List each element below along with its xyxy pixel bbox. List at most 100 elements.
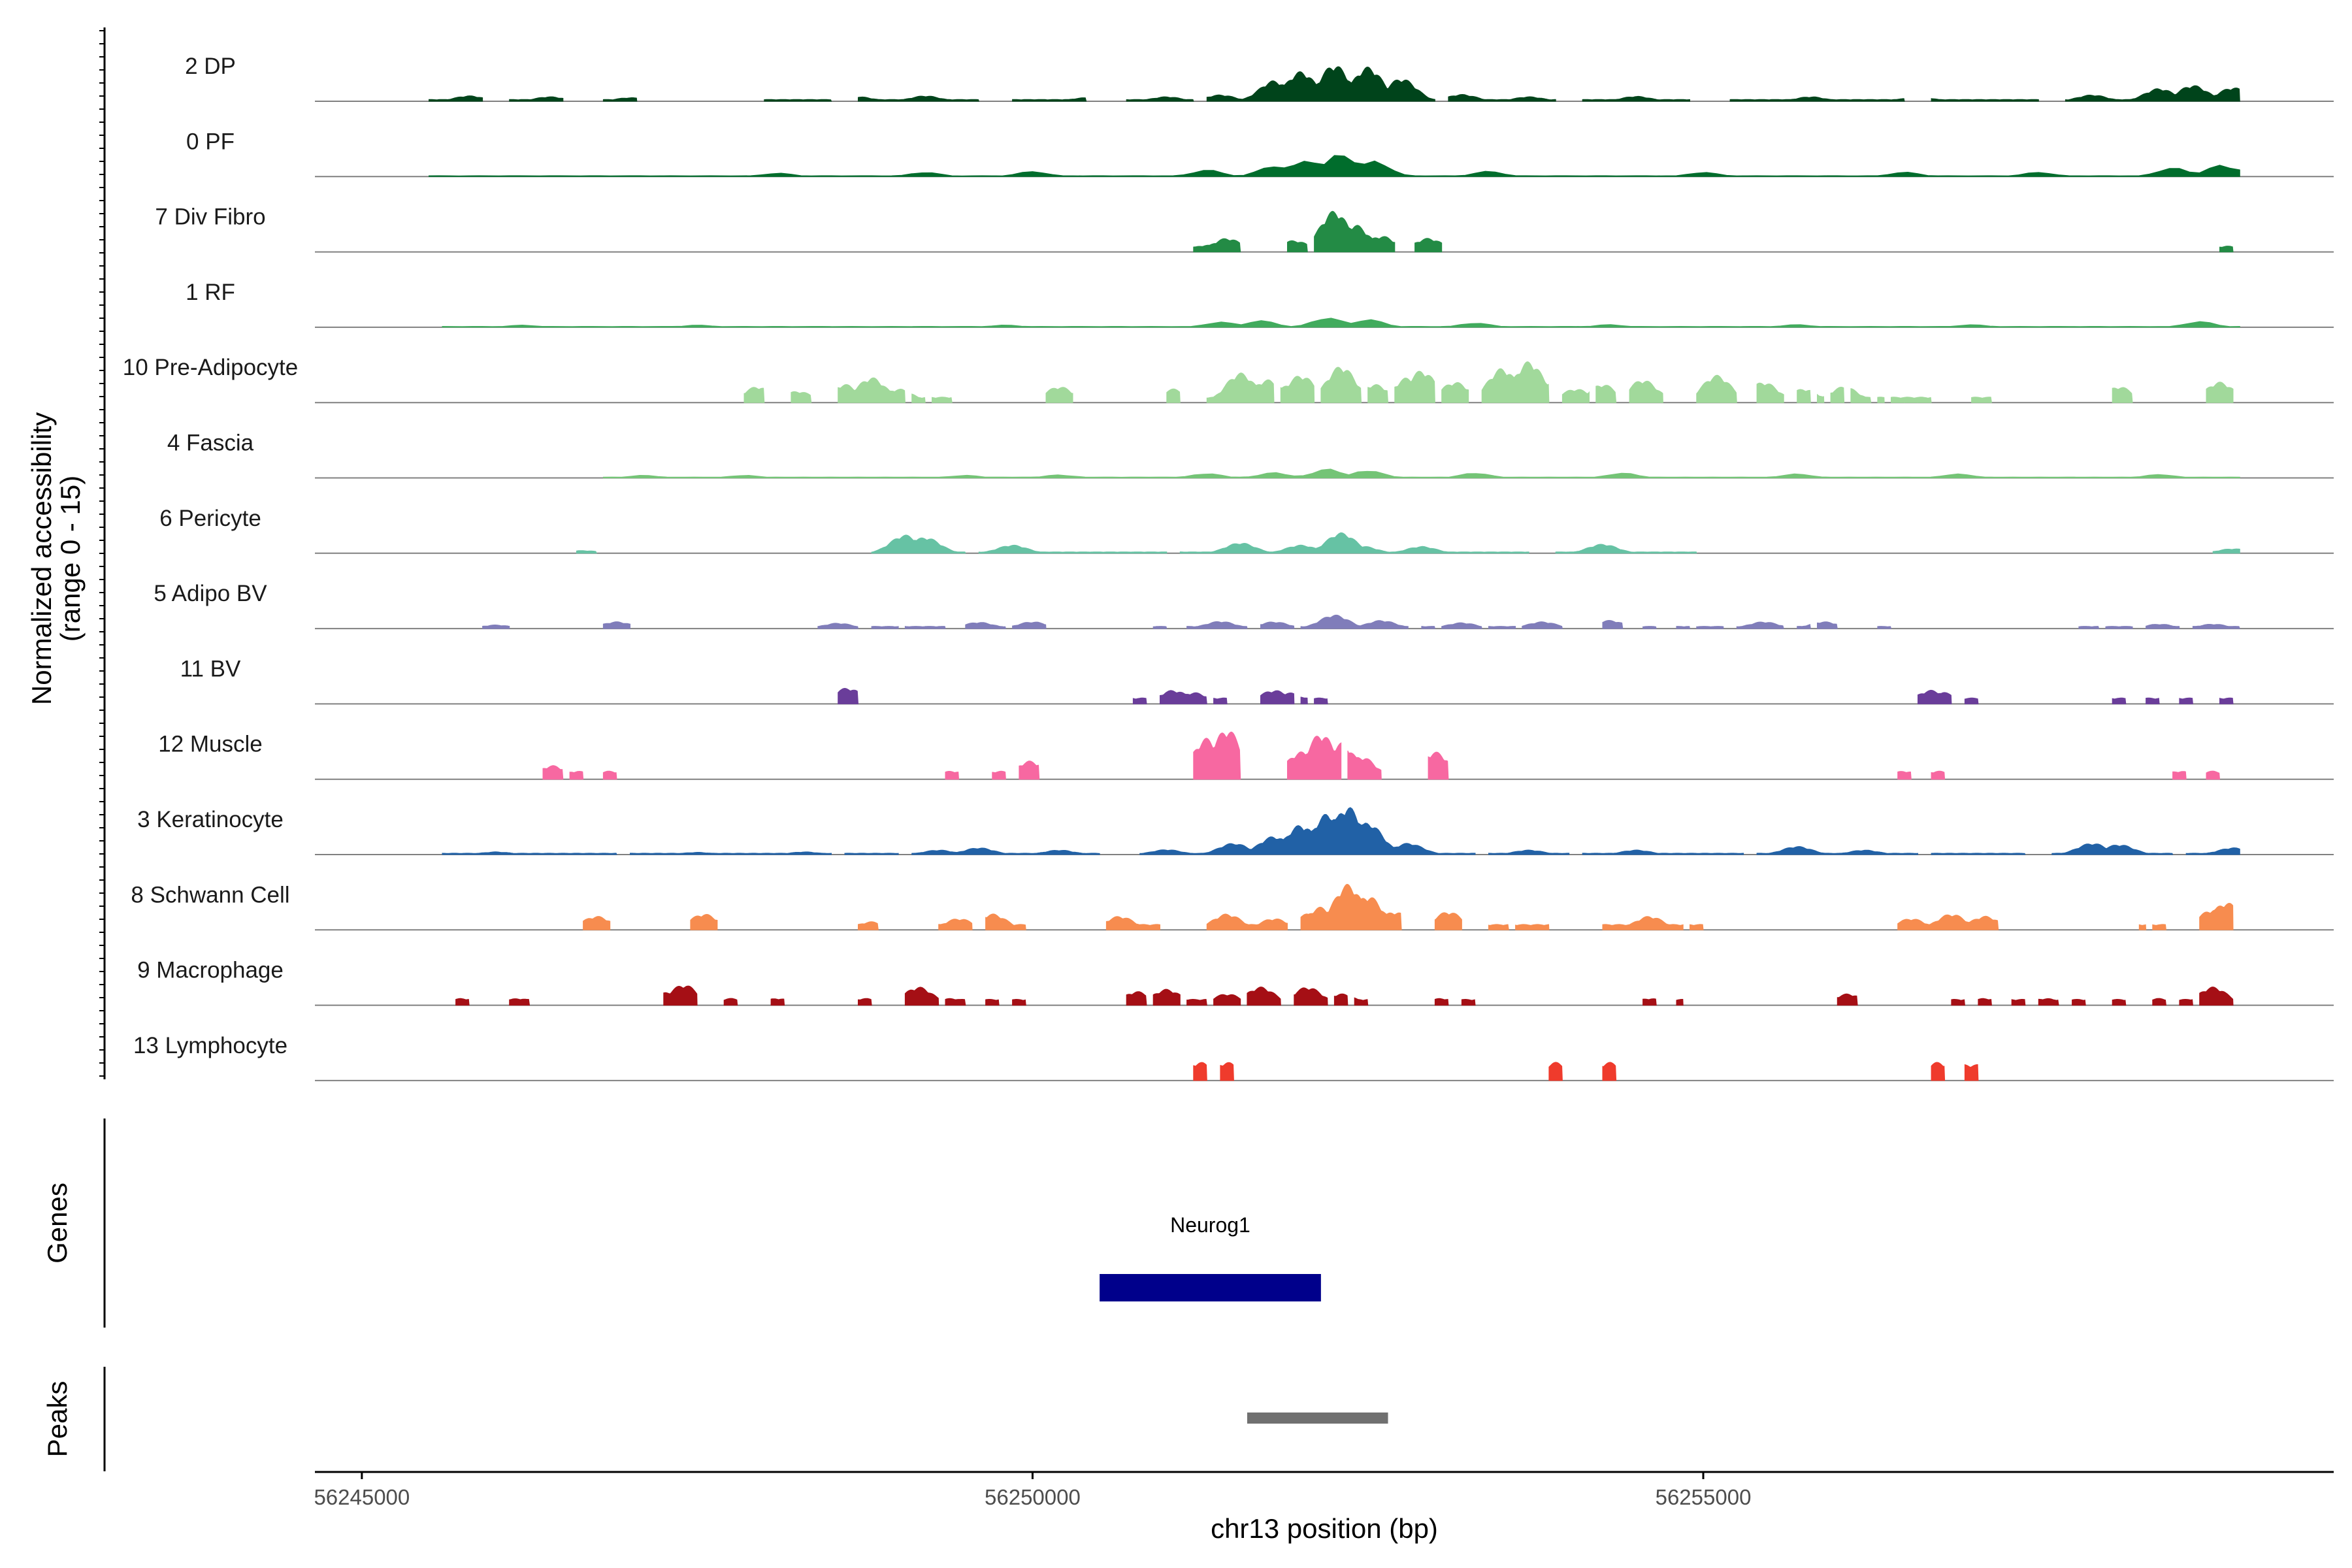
coverage-area <box>985 913 1026 930</box>
coverage-area <box>1676 999 1684 1006</box>
x-tick-label: 56245000 <box>314 1485 410 1509</box>
coverage-area <box>1488 849 1570 855</box>
coverage-area <box>904 626 946 629</box>
coverage-area <box>1434 912 1462 930</box>
coverage-area <box>1964 1064 1979 1081</box>
x-tick-label: 56250000 <box>985 1485 1081 1509</box>
coverage-area <box>1421 626 1436 629</box>
track-label: 10 Pre-Adipocyte <box>123 355 298 380</box>
x-axis-ticks: 56245000 56250000 56255000 <box>314 1472 1751 1509</box>
coverage-area <box>1300 883 1402 930</box>
coverage-area <box>1736 621 1784 629</box>
coverage-area <box>1428 751 1449 780</box>
coverage-area <box>1904 397 1919 403</box>
track-label: 4 Fascia <box>167 431 254 456</box>
coverage-area <box>630 851 832 855</box>
coverage-area <box>1260 919 1288 930</box>
coverage-area <box>1166 388 1181 403</box>
coverage-area <box>2219 697 2234 704</box>
coverage-area <box>1837 993 1858 1006</box>
coverage-area <box>1676 626 1691 629</box>
coverage-area <box>844 853 899 855</box>
coverage-area <box>2011 999 2026 1006</box>
coverage-area <box>1139 807 1476 855</box>
coverage-area <box>1414 238 1443 253</box>
coverage-area <box>1595 385 1617 403</box>
coverage-area <box>1897 771 1912 780</box>
coverage-area <box>482 625 510 629</box>
coverage-area <box>509 96 564 102</box>
coverage-area <box>1287 240 1308 253</box>
coverage-area <box>1978 998 1992 1006</box>
coverage-area <box>2146 697 2160 704</box>
coverage-area <box>1850 388 1872 403</box>
coverage-area <box>690 913 718 930</box>
y-axis: Normalized accessibility (range 0 - 15) <box>26 27 106 1079</box>
coverage-area <box>1797 389 1811 403</box>
coverage-area <box>1488 924 1509 930</box>
coverage-area <box>2138 924 2147 930</box>
coverage-area <box>1333 993 1348 1006</box>
coverage-area <box>2078 626 2100 629</box>
coverage-area <box>442 318 2240 328</box>
coverage-area <box>509 998 531 1006</box>
coverage-area <box>2146 624 2180 629</box>
coverage-area <box>1152 626 1168 629</box>
coverage-area <box>1461 999 1476 1006</box>
coverage-area <box>2072 999 2086 1006</box>
x-axis: 56245000 56250000 56255000 chr13 position … <box>314 1471 2334 1544</box>
coverage-area <box>1394 370 1435 403</box>
track-label: 3 Keratinocyte <box>137 807 284 832</box>
coverage-area <box>2152 998 2166 1006</box>
coverage-area <box>1206 372 1275 403</box>
coverage-area <box>1602 619 1624 629</box>
coverage-area <box>791 391 812 403</box>
coverage-area <box>2152 924 2166 930</box>
track-13-lymphocyte: 13 Lymphocyte <box>133 1033 2334 1081</box>
coverage-area <box>858 921 879 930</box>
coverage-area <box>858 998 872 1006</box>
coverage-area <box>1830 386 1845 403</box>
coverage-area <box>1897 914 1999 930</box>
coverage-area <box>1756 846 1918 855</box>
genes-panel: Genes Neurog1 <box>42 1119 1321 1328</box>
coverage-area <box>1354 997 1369 1006</box>
peak-items <box>1247 1413 1388 1424</box>
coverage-area <box>911 393 926 403</box>
coverage-area <box>1629 380 1663 403</box>
coverage-area <box>2199 902 2234 930</box>
coverage-area <box>1152 988 1181 1006</box>
coverage-area <box>871 626 899 629</box>
coverage-area <box>1434 998 1449 1006</box>
coverage-area <box>602 468 2240 478</box>
coverage-area <box>1696 626 1724 629</box>
coverage-area <box>1193 731 1241 780</box>
track-label: 9 Macrophage <box>137 958 284 983</box>
coverage-area <box>1931 1062 1946 1081</box>
track-label: 8 Schwann Cell <box>131 882 289 907</box>
coverage-area <box>945 998 966 1006</box>
track-label: 1 RF <box>186 280 235 305</box>
coverage-area <box>1314 210 1396 253</box>
coverage-area <box>2206 382 2234 403</box>
track-6-pericyte: 6 Pericyte <box>159 506 2334 554</box>
coverage-area <box>2051 843 2174 855</box>
coverage-area <box>1522 621 1563 629</box>
coverage-area <box>1300 614 1409 629</box>
coverage-area <box>1548 1062 1563 1081</box>
coverage-area <box>2112 387 2133 403</box>
coverage-area <box>1797 624 1811 629</box>
coverage-area <box>1817 621 1838 629</box>
coverage-tracks: 2 DP 0 PF 7 Div Fibro 1 RF 10 Pre-Adipocyte 4… <box>123 54 2334 1081</box>
coverage-area <box>858 95 979 102</box>
coverage-area <box>663 985 698 1006</box>
coverage-area <box>965 622 1007 629</box>
coverage-area <box>1642 998 1657 1006</box>
coverage-area <box>764 99 832 102</box>
coverage-area <box>743 387 765 403</box>
track-label: 6 Pericyte <box>159 506 261 531</box>
coverage-area <box>569 770 584 780</box>
coverage-area <box>1441 382 1469 403</box>
coverage-area <box>2212 548 2240 554</box>
